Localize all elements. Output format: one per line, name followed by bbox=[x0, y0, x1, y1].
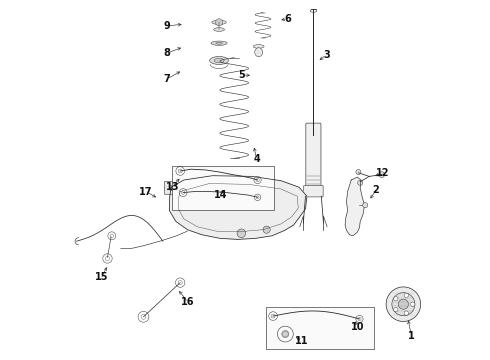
Text: 1: 1 bbox=[408, 330, 415, 341]
Circle shape bbox=[170, 185, 175, 191]
Ellipse shape bbox=[214, 58, 224, 63]
Circle shape bbox=[237, 229, 245, 238]
FancyBboxPatch shape bbox=[164, 181, 180, 194]
Text: 3: 3 bbox=[323, 50, 330, 60]
Text: 4: 4 bbox=[253, 154, 260, 164]
Circle shape bbox=[379, 172, 385, 177]
Circle shape bbox=[282, 331, 288, 337]
Ellipse shape bbox=[212, 20, 226, 24]
Polygon shape bbox=[170, 176, 307, 239]
Polygon shape bbox=[345, 177, 365, 236]
Text: 17: 17 bbox=[139, 186, 153, 197]
FancyBboxPatch shape bbox=[172, 166, 274, 210]
Circle shape bbox=[404, 293, 409, 297]
Circle shape bbox=[398, 299, 409, 309]
Circle shape bbox=[392, 293, 415, 316]
Circle shape bbox=[386, 287, 421, 321]
Ellipse shape bbox=[214, 28, 224, 31]
Text: 16: 16 bbox=[181, 297, 195, 307]
Text: 10: 10 bbox=[351, 322, 365, 332]
Ellipse shape bbox=[255, 48, 263, 57]
Text: 2: 2 bbox=[373, 185, 379, 195]
Text: 13: 13 bbox=[166, 182, 179, 192]
Circle shape bbox=[356, 170, 361, 175]
Text: 14: 14 bbox=[214, 190, 227, 200]
FancyBboxPatch shape bbox=[304, 185, 323, 197]
Text: 15: 15 bbox=[95, 272, 108, 282]
Text: 6: 6 bbox=[284, 14, 291, 24]
Text: 12: 12 bbox=[376, 168, 389, 178]
Circle shape bbox=[404, 311, 409, 315]
Text: 11: 11 bbox=[295, 336, 309, 346]
Text: 8: 8 bbox=[163, 48, 170, 58]
Text: 5: 5 bbox=[239, 70, 245, 80]
FancyBboxPatch shape bbox=[306, 123, 321, 188]
Text: 9: 9 bbox=[163, 21, 170, 31]
Circle shape bbox=[393, 307, 398, 312]
Ellipse shape bbox=[210, 57, 228, 64]
Circle shape bbox=[363, 203, 368, 208]
Circle shape bbox=[411, 302, 415, 306]
Text: 7: 7 bbox=[163, 74, 170, 84]
Circle shape bbox=[358, 180, 363, 185]
Ellipse shape bbox=[253, 45, 264, 48]
Ellipse shape bbox=[216, 42, 222, 44]
Circle shape bbox=[216, 19, 222, 26]
FancyBboxPatch shape bbox=[266, 307, 374, 349]
Circle shape bbox=[393, 297, 398, 301]
Circle shape bbox=[263, 226, 270, 233]
Ellipse shape bbox=[211, 41, 227, 45]
